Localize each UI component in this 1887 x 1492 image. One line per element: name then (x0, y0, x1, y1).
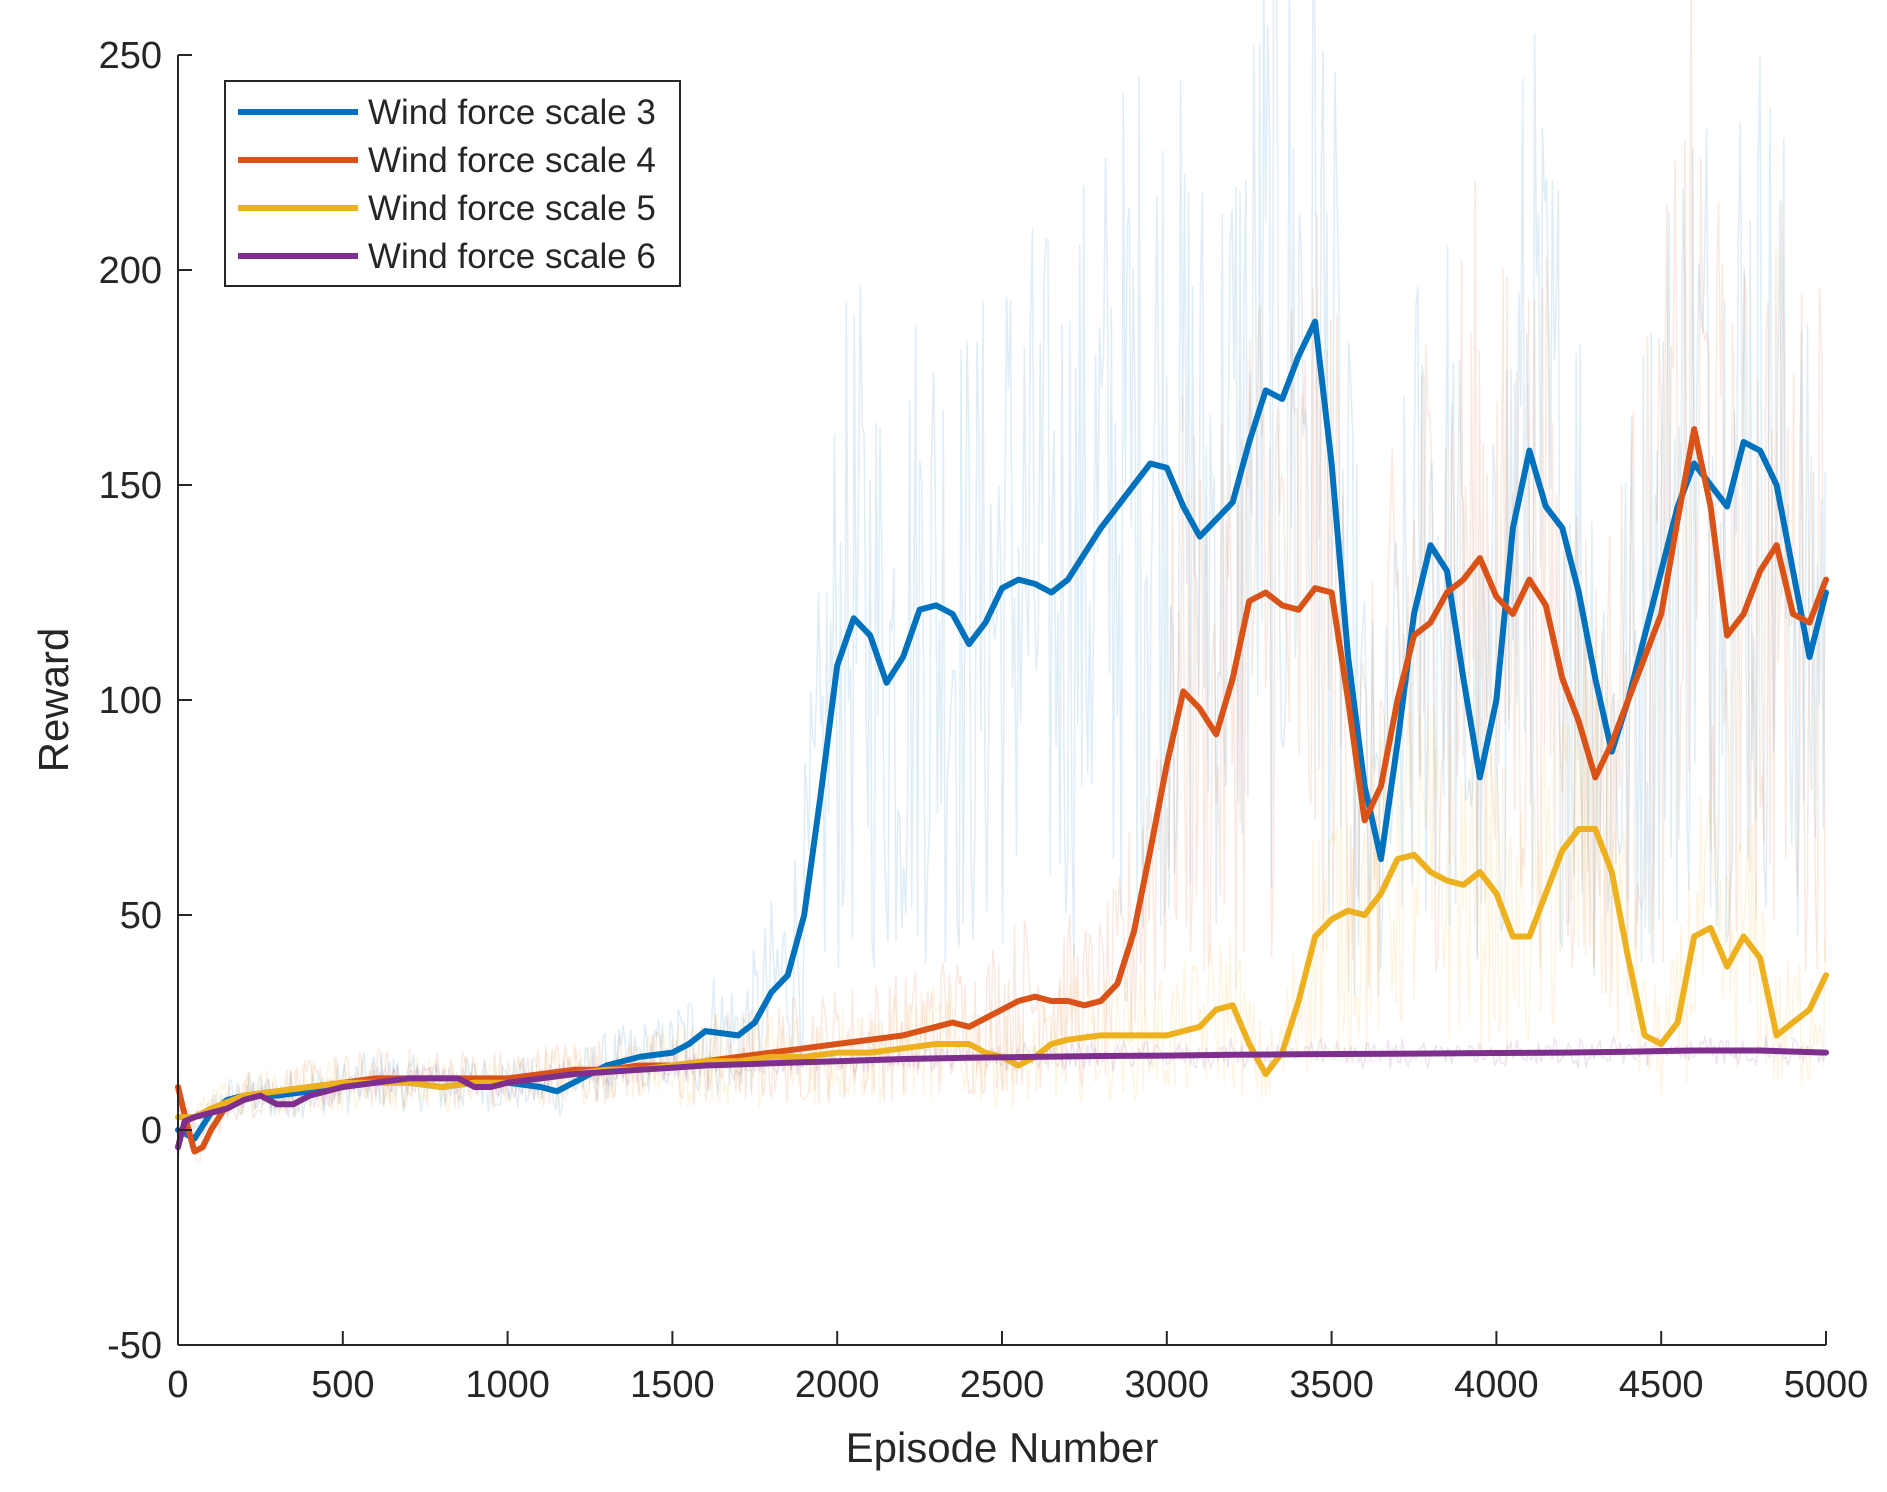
series-line-1 (175, 318, 1829, 1142)
x-tick-label: 2000 (795, 1364, 880, 1406)
x-tick-label: 5000 (1784, 1364, 1869, 1406)
x-tick-label: 2500 (960, 1364, 1045, 1406)
smoothed-series-lines (175, 318, 1829, 1155)
y-tick-label: -50 (107, 1325, 162, 1367)
y-tick-label: 250 (99, 35, 162, 77)
x-axis-label: Episode Number (846, 1424, 1159, 1471)
y-tick-label: 100 (99, 680, 162, 722)
x-tick-label: 3500 (1289, 1364, 1374, 1406)
series-line-4 (175, 1047, 1829, 1151)
y-tick-label: 200 (99, 250, 162, 292)
legend-label: Wind force scale 5 (368, 189, 656, 228)
y-axis-label: Reward (30, 628, 77, 773)
legend-label: Wind force scale 4 (368, 141, 656, 180)
legend-box (224, 80, 681, 287)
x-tick-label: 4500 (1619, 1364, 1704, 1406)
x-tick-label: 500 (311, 1364, 374, 1406)
y-tick-label: 0 (141, 1110, 162, 1152)
x-tick-label: 1500 (630, 1364, 715, 1406)
x-tick-label: 0 (167, 1364, 188, 1406)
legend-label: Wind force scale 6 (368, 237, 656, 276)
x-tick-label: 1000 (465, 1364, 550, 1406)
legend: Wind force scale 3 Wind force scale 4 Wind… (224, 80, 681, 287)
series-line-2 (175, 426, 1829, 1155)
y-axis-ticks: -50 0 50 100 150 200 250 (99, 35, 192, 1367)
x-axis-ticks: 0 500 1000 1500 2000 2500 3000 3500 4000 4500 5000 (167, 1331, 1868, 1406)
x-tick-label: 3000 (1125, 1364, 1210, 1406)
legend-label: Wind force scale 3 (368, 93, 656, 132)
legend-items: Wind force scale 3 Wind force scale 4 Wind… (238, 93, 656, 276)
raw-trace-3 (177, 627, 1827, 1134)
x-tick-label: 4000 (1454, 1364, 1539, 1406)
y-tick-label: 50 (120, 895, 162, 937)
y-tick-label: 150 (99, 465, 162, 507)
